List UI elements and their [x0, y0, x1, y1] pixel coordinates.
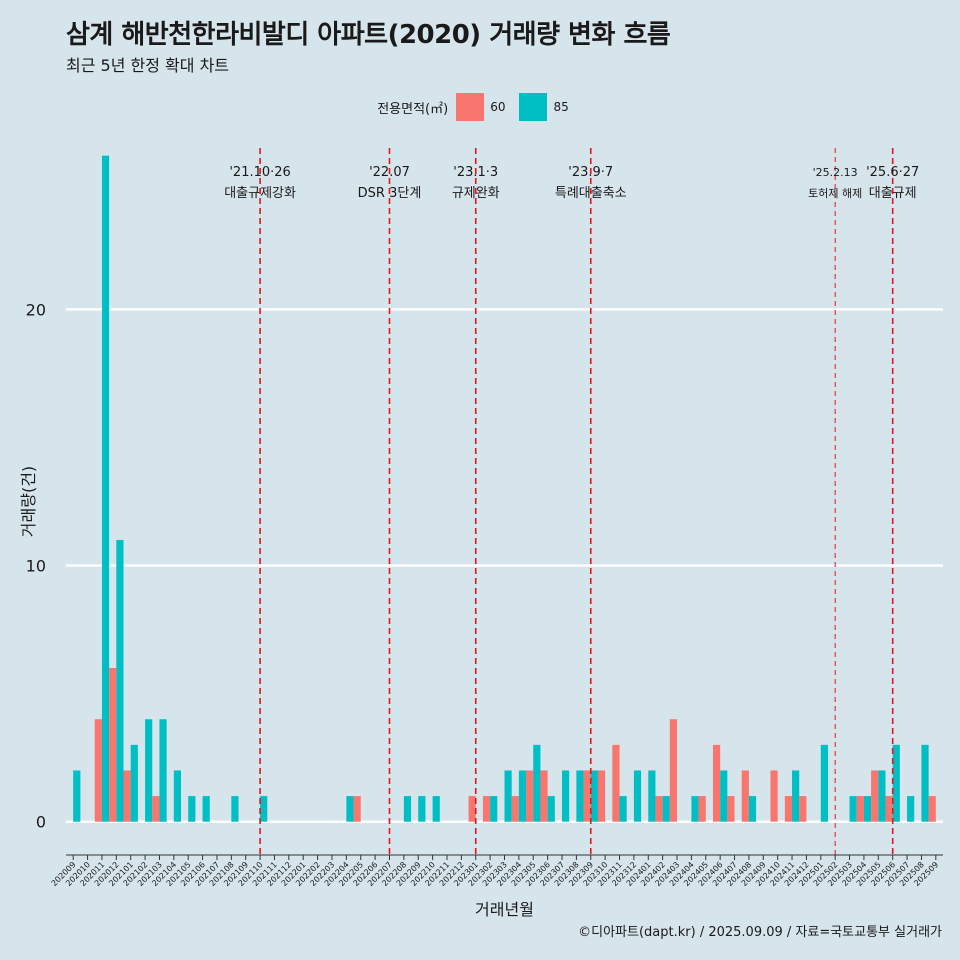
bar-85-202303: [504, 770, 512, 822]
bar-85-202210: [432, 796, 440, 822]
bar-85-202401: [648, 770, 656, 822]
bar-85-202009: [73, 770, 81, 822]
bar-60-202101: [123, 770, 131, 822]
y-tick-label-0: 0: [36, 813, 46, 832]
bar-60-202306: [540, 770, 548, 822]
bar-60-202412: [799, 796, 807, 822]
bar-85-202408: [748, 796, 757, 822]
bar-85-202307: [562, 770, 570, 822]
bar-60-202011: [94, 719, 102, 822]
bar-85-202507: [907, 796, 915, 822]
bar-85-202309: [590, 770, 598, 822]
bar-85-202505: [878, 770, 886, 822]
bar-85-202106: [202, 796, 210, 822]
bar-60-202405: [698, 796, 706, 822]
bar-85-202305: [533, 744, 541, 822]
bar-85-202404: [691, 796, 699, 822]
event-date-label-3: '23.9·7: [568, 165, 613, 180]
event-text-label-3: 특례대출축소: [555, 186, 627, 201]
bar-60-202205: [353, 796, 361, 822]
bar-85-202304: [518, 770, 527, 822]
bar-85-202110: [260, 796, 268, 822]
bar-85-202108: [231, 796, 239, 822]
bar-85-202103: [159, 719, 167, 822]
bar-60-202411: [784, 796, 793, 822]
bar-85-202012: [116, 539, 124, 822]
event-date-label-5: '25.6·27: [866, 165, 919, 180]
bar-60-202406: [712, 744, 721, 822]
bar-60-202311: [612, 744, 620, 822]
event-date-label-0: '21.10·26: [229, 165, 290, 180]
bar-60-202310: [597, 770, 606, 822]
legend: 전용면적(㎡) 60 85: [0, 93, 960, 121]
bar-60-202305: [526, 770, 534, 822]
bar-85-202104: [173, 770, 182, 822]
event-date-label-4: '25.2.13: [813, 166, 858, 179]
chart-subtitle: 최근 5년 한정 확대 차트: [66, 56, 230, 75]
bar-60-202410: [770, 770, 778, 822]
legend-swatch-85: [519, 93, 548, 121]
bar-60-202304: [511, 796, 519, 822]
bar-60-202309: [583, 770, 591, 822]
bar-60-202408: [741, 770, 749, 822]
bar-60-202402: [655, 796, 663, 822]
event-date-label-2: '23.1·3: [453, 165, 498, 180]
y-tick-label-10: 10: [26, 557, 46, 576]
bar-85-202302: [490, 796, 498, 822]
bar-60-202407: [727, 796, 735, 822]
chart-caption: ©디아파트(dapt.kr) / 2025.09.09 / 자료=국토교통부 실…: [578, 925, 942, 940]
bar-85-202508: [921, 744, 929, 822]
event-text-label-0: 대출규제강화: [224, 186, 296, 201]
bar-85-202411: [792, 770, 800, 822]
bar-60-202504: [856, 796, 864, 822]
bar-85-202503: [849, 796, 857, 822]
bar-85-202501: [820, 744, 828, 822]
event-text-label-5: 대출규제: [869, 186, 917, 201]
bar-60-202301: [468, 796, 476, 822]
bar-60-202103: [152, 796, 160, 822]
bar-85-202105: [188, 796, 196, 822]
bar-85-202306: [547, 796, 555, 822]
bar-60-202505: [871, 770, 879, 822]
bar-85-202402: [662, 796, 670, 822]
x-axis-title: 거래년월: [475, 900, 534, 919]
bar-85-202204: [346, 796, 354, 822]
bar-85-202312: [633, 770, 642, 822]
bar-85-202311: [619, 796, 627, 822]
bar-85-202209: [418, 796, 426, 822]
legend-swatch-60: [456, 93, 485, 121]
event-text-label-1: DSR 3단계: [358, 186, 422, 201]
legend-label-85: 85: [553, 100, 569, 114]
bar-60-202012: [109, 668, 117, 822]
bar-60-202302: [482, 796, 491, 822]
bar-85-202406: [720, 770, 728, 822]
y-tick-label-20: 20: [26, 300, 46, 319]
event-text-label-4: 토허제 해제: [808, 186, 862, 200]
bar-60-202403: [669, 719, 678, 822]
bar-85-202011: [101, 155, 110, 822]
bar-60-202509: [928, 796, 936, 822]
y-axis-title: 거래량(건): [19, 466, 38, 537]
event-date-label-1: '22.07: [369, 165, 410, 180]
bar-85-202102: [145, 719, 153, 822]
bar-60-202506: [885, 796, 893, 822]
bar-85-202504: [863, 796, 872, 822]
bar-85-202506: [892, 744, 900, 822]
bar-85-202208: [403, 796, 412, 822]
bar-85-202308: [576, 770, 584, 822]
legend-title: 전용면적(㎡): [377, 101, 449, 117]
bar-85-202101: [130, 744, 138, 822]
legend-label-60: 60: [490, 100, 506, 114]
event-text-label-2: 규제완화: [452, 186, 500, 201]
chart-title: 삼계 해반천한라비발디 아파트(2020) 거래량 변화 흐름: [66, 20, 671, 50]
